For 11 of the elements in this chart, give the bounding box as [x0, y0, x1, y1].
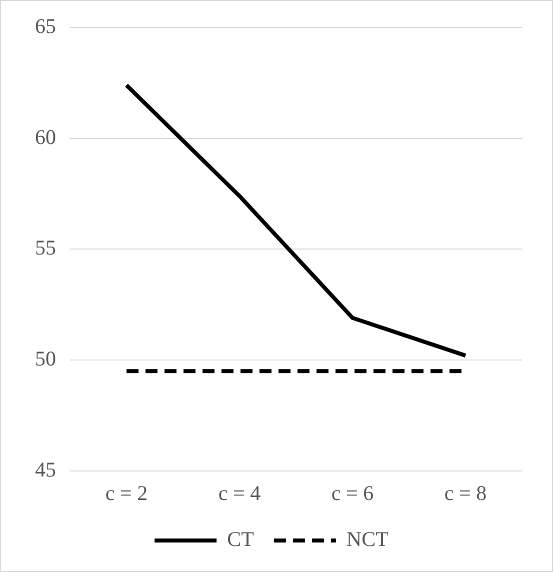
y-tick-label: 60	[35, 124, 56, 149]
x-tick-label: c = 8	[444, 480, 487, 505]
x-tick-label: c = 4	[218, 480, 262, 505]
legend-label: CT	[227, 527, 254, 552]
y-tick-label: 55	[35, 236, 56, 260]
y-tick-label: 65	[35, 14, 56, 38]
legend-label: NCT	[346, 527, 389, 552]
y-tick-label: 50	[35, 346, 56, 371]
x-tick-label: c = 6	[331, 480, 374, 505]
x-tick-label: c = 2	[105, 480, 148, 505]
y-tick-label: 45	[35, 457, 56, 482]
